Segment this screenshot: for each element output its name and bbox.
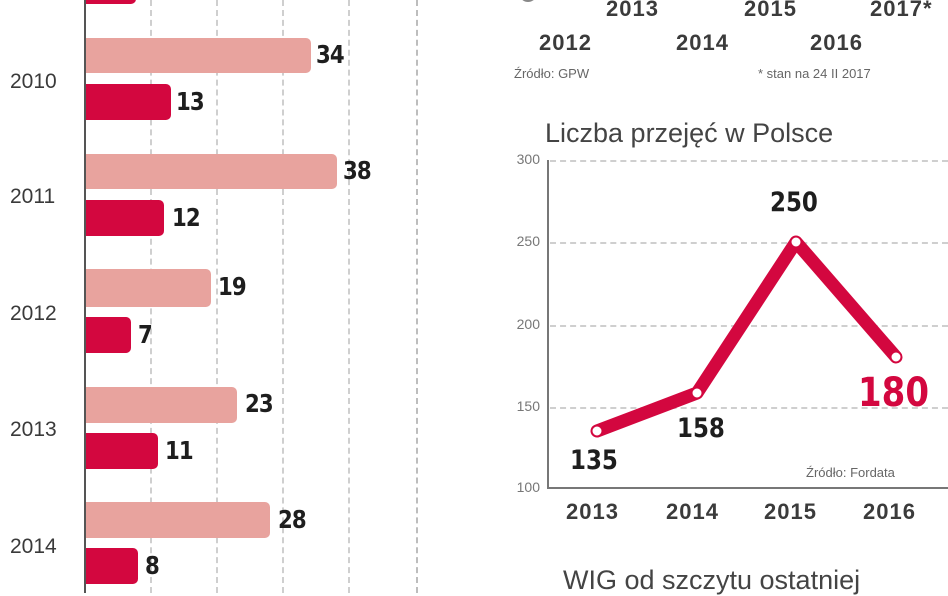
point-label: 158 (677, 413, 725, 444)
year-label: 2016 (810, 30, 863, 55)
year-label: 2014 (10, 535, 57, 558)
point-label-highlight: 180 (858, 370, 929, 416)
bar-value: 23 (245, 389, 274, 418)
bar-value: 13 (176, 87, 205, 116)
bar-value: 12 (172, 203, 201, 232)
gridline (550, 325, 948, 327)
year-label: 2015 (744, 0, 797, 21)
year-label: 2017* (870, 0, 933, 21)
y-tick: 100 (516, 479, 540, 495)
bar-value: 7 (138, 320, 153, 349)
point-label: 250 (770, 187, 818, 218)
gridline (216, 0, 218, 593)
year-label: 2012 (10, 302, 57, 325)
bar-light-2011 (86, 154, 337, 189)
gridline (282, 0, 284, 593)
x-tick: 2014 (666, 499, 719, 524)
year-label: 2014 (676, 30, 729, 55)
year-label: 2013 (606, 0, 659, 21)
column-separator (416, 0, 418, 593)
footnote-label: * stan na 24 II 2017 (758, 66, 871, 81)
bar-dark-cropped (86, 0, 136, 4)
bar-dark-2011 (86, 200, 164, 236)
y-axis-line (547, 160, 549, 489)
bar-dark-2014 (86, 548, 138, 584)
source-label: Źródło: GPW (514, 66, 590, 81)
x-tick: 2016 (863, 499, 916, 524)
bar-dark-2012 (86, 317, 131, 353)
y-axis-line (84, 0, 86, 593)
bar-value: 11 (165, 436, 194, 465)
bar-value: 38 (343, 156, 372, 185)
gridline (348, 0, 350, 593)
year-label: 2011 (10, 185, 56, 208)
bar-dark-2013 (86, 433, 158, 469)
year-label: 2012 (539, 30, 592, 55)
x-tick: 2013 (566, 499, 619, 524)
year-label: 2010 (10, 70, 57, 93)
y-tick: 250 (516, 233, 540, 249)
source-label: Źródło: Fordata (806, 465, 895, 480)
bar-value: 34 (316, 40, 345, 69)
bar-value: 19 (218, 272, 247, 301)
chart-title: Liczba przejęć w Polsce (545, 118, 834, 148)
bar-light-2014 (86, 502, 270, 538)
next-chart-title: WIG od szczytu ostatniej (563, 565, 861, 595)
y-tick: 200 (516, 316, 540, 332)
bar-light-2012 (86, 269, 211, 307)
bar-dark-2010 (86, 84, 171, 120)
x-axis-line (547, 487, 948, 489)
year-label: 2013 (10, 418, 57, 441)
bar-light-2013 (86, 387, 237, 423)
point-label: 135 (570, 445, 618, 476)
gridline (550, 407, 948, 409)
bar-value: 8 (145, 551, 160, 580)
bar-value: 28 (278, 505, 307, 534)
bar-light-2010 (86, 38, 311, 73)
gridline (550, 160, 948, 162)
x-tick: 2015 (764, 499, 817, 524)
y-tick: 300 (516, 151, 540, 167)
gridline (550, 242, 948, 244)
y-tick: 150 (516, 398, 540, 414)
